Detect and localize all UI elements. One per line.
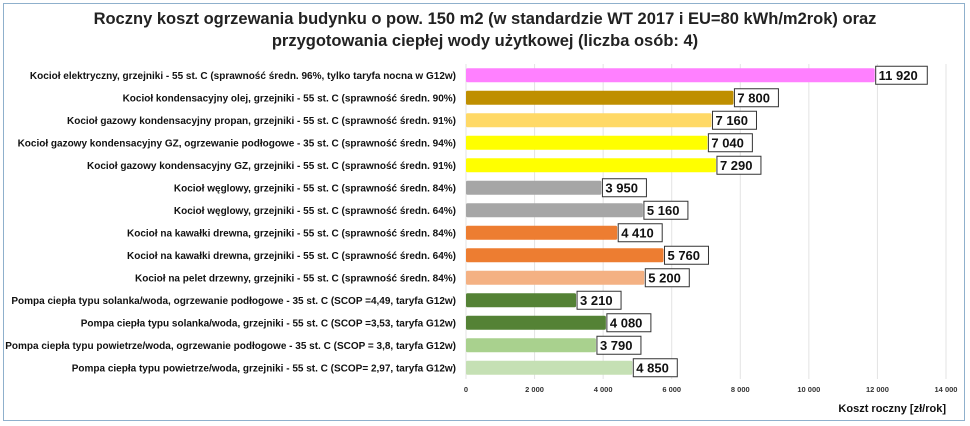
data-label: 7 800	[737, 90, 770, 105]
category-label: Pompa ciepła typu solanka/woda, ogrzewan…	[11, 296, 456, 307]
x-tick-label: 4 000	[594, 385, 613, 394]
x-tick-label: 12 000	[866, 385, 889, 394]
data-label-box	[606, 313, 652, 333]
bar	[466, 203, 643, 218]
category-label: Kocioł węglowy, grzejniki - 55 st. C (sp…	[174, 183, 456, 194]
bar	[466, 270, 645, 285]
category-label: Kocioł na pelet drzewny, grzejniki - 55 …	[135, 273, 456, 284]
data-label: 3 210	[580, 293, 613, 308]
bar	[466, 158, 716, 173]
data-label-box	[875, 65, 928, 85]
bar	[466, 293, 577, 308]
x-tick-label: 6 000	[662, 385, 681, 394]
data-label-box	[576, 290, 622, 310]
data-label: 7 290	[720, 158, 753, 173]
data-label: 4 410	[621, 225, 654, 240]
bar	[466, 68, 875, 83]
data-label: 4 080	[610, 315, 643, 330]
data-label-box	[596, 335, 642, 355]
data-label: 5 160	[647, 203, 680, 218]
bar	[466, 180, 602, 195]
bar	[466, 113, 712, 128]
category-label: Kocioł gazowy kondensacyjny GZ, ogrzewan…	[18, 138, 456, 149]
chart-title-line1: Roczny koszt ogrzewania budynku o pow. 1…	[93, 10, 877, 28]
data-label: 7 040	[711, 135, 744, 150]
category-label: Kocioł gazowy kondensacyjny propan, grze…	[67, 116, 456, 127]
category-label: Kocioł elektryczny, grzejniki - 55 st. C…	[30, 71, 456, 82]
data-label-box	[617, 223, 663, 243]
bar	[466, 315, 606, 330]
data-label-box	[707, 133, 753, 153]
data-label-box	[716, 155, 762, 175]
bar	[466, 338, 596, 353]
data-label-box	[643, 200, 689, 220]
x-tick-label: 0	[464, 385, 468, 394]
bar	[466, 135, 708, 150]
bar	[466, 225, 618, 240]
category-label: Kocioł na kawałki drewna, grzejniki - 55…	[127, 251, 456, 262]
chart-frame	[3, 3, 965, 421]
data-label-box	[663, 245, 709, 265]
data-label: 5 760	[667, 248, 700, 263]
data-label: 3 950	[605, 180, 638, 195]
category-label: Kocioł węglowy, grzejniki - 55 st. C (sp…	[174, 206, 456, 217]
data-label: 3 790	[600, 338, 633, 353]
bar	[466, 90, 734, 105]
bar	[466, 248, 664, 263]
data-label-box	[601, 178, 647, 198]
category-label: Kocioł na kawałki drewna, grzejniki - 55…	[127, 228, 456, 239]
category-label: Pompa ciepła typu powietrze/woda, grzejn…	[72, 363, 456, 374]
data-label: 11 920	[879, 68, 918, 83]
data-label-box	[632, 358, 678, 378]
data-label-box	[733, 88, 779, 108]
bar	[466, 360, 633, 375]
x-tick-label: 8 000	[731, 385, 750, 394]
category-label: Pompa ciepła typu solanka/woda, grzejnik…	[81, 318, 456, 329]
x-tick-label: 14 000	[935, 385, 958, 394]
data-label: 7 160	[715, 113, 748, 128]
category-label: Kocioł gazowy kondensacyjny GZ, grzejnik…	[87, 161, 456, 172]
chart-title-line2: przygotowania ciepłej wody użytkowej (li…	[271, 32, 699, 50]
data-label-box	[711, 110, 757, 130]
data-label: 5 200	[648, 270, 681, 285]
x-axis-title: Koszt roczny [zł/rok]	[838, 403, 946, 415]
category-label: Kocioł kondensacyjny olej, grzejniki - 5…	[123, 93, 456, 104]
x-tick-label: 2 000	[525, 385, 544, 394]
category-label: Pompa ciepła typu powietrze/woda, ogrzew…	[5, 341, 456, 352]
data-label: 4 850	[636, 360, 669, 375]
x-tick-label: 10 000	[797, 385, 820, 394]
data-label-box	[644, 268, 690, 288]
